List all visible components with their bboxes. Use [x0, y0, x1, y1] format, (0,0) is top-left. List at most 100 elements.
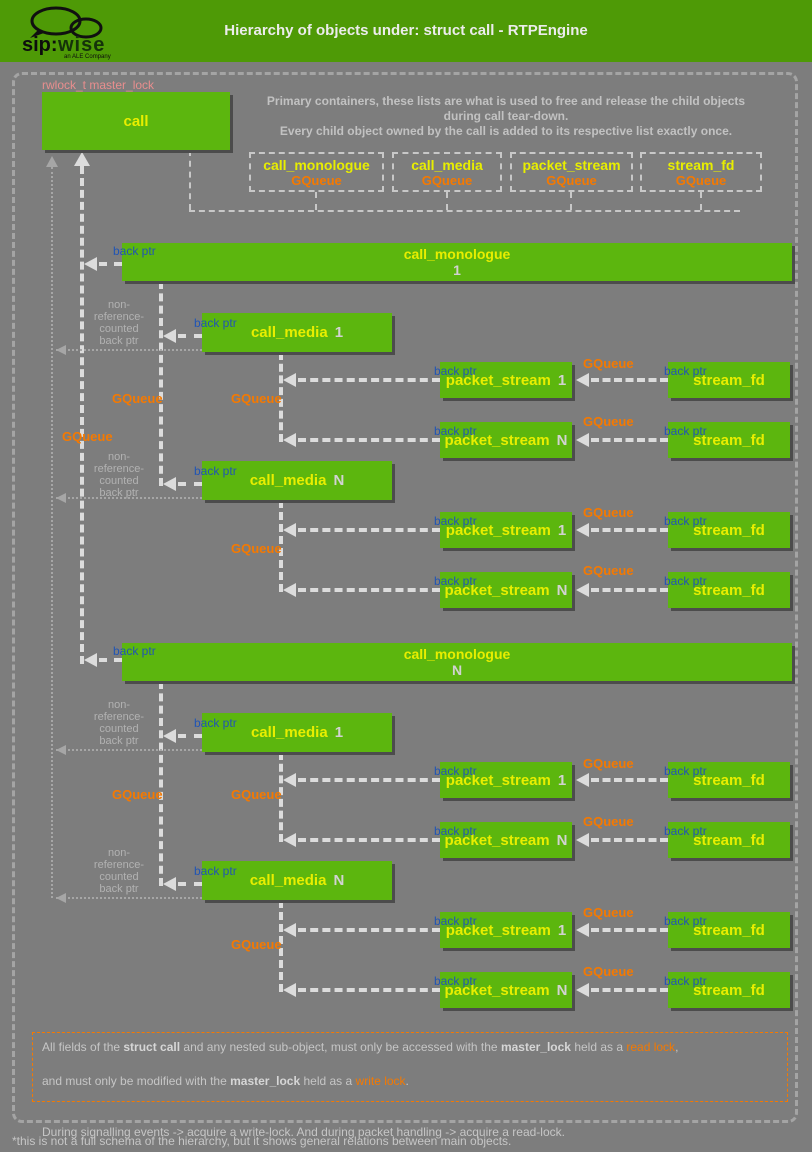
branch-line — [298, 778, 440, 782]
arrow-left-icon — [56, 345, 66, 355]
gqueue-label: GQueue — [231, 937, 282, 952]
node-name: packet_stream 1 — [446, 372, 566, 389]
info-write-lock: write lock — [355, 1074, 406, 1088]
branch-line — [298, 588, 440, 592]
gqueue-label: GQueue — [583, 964, 634, 979]
stream-chain-line-4 — [279, 900, 283, 992]
node-name-text: call_media — [250, 324, 328, 341]
info-text: held as a — [570, 1040, 627, 1054]
container-name: call_media — [411, 156, 483, 173]
info-struct-call: struct call — [123, 1040, 181, 1054]
speech-bubble2-icon — [69, 17, 103, 39]
node-call: call — [42, 92, 230, 150]
node-name: packet_stream N — [445, 982, 568, 999]
info-read-lock: read lock — [626, 1040, 676, 1054]
info-text: and any nested sub-object, must only be … — [180, 1040, 501, 1054]
nonref-label: non- reference- counted back ptr — [93, 451, 145, 499]
gqueue-label: GQueue — [583, 505, 634, 520]
container-packet-stream: packet_stream GQueue — [510, 152, 633, 192]
branch-line — [298, 378, 440, 382]
node-name-text: packet_stream — [444, 831, 550, 849]
arrow-left-icon — [283, 983, 296, 997]
arrow-left-icon — [56, 893, 66, 903]
back-ptr-label: back ptr — [664, 364, 707, 378]
container-type: GQueue — [291, 172, 342, 188]
back-ptr-label: back ptr — [194, 316, 237, 330]
connector-call-to-list — [189, 150, 191, 210]
speech-bubble-tail-icon — [30, 30, 44, 38]
fd-arrow-line — [591, 928, 668, 932]
info-text: During signalling events -> acquire a wr… — [42, 1125, 565, 1139]
gqueue-label: GQueue — [112, 391, 163, 406]
fd-arrow-line — [591, 988, 668, 992]
container-name: packet_stream — [522, 156, 621, 173]
nonref-branch-line — [56, 497, 202, 499]
info-master-lock: master_lock — [230, 1074, 301, 1088]
node-name-text: call_media — [249, 872, 327, 889]
gqueue-label: GQueue — [231, 391, 282, 406]
media-chain-line-lower — [159, 681, 163, 886]
node-name-text: call_media — [250, 724, 328, 741]
node-call-media-n: call_media N — [202, 461, 392, 500]
node-name: packet_stream 1 — [446, 772, 566, 789]
node-stream-fd: stream_fd — [668, 822, 790, 858]
container-call-media: call_media GQueue — [392, 152, 502, 192]
node-index: N — [556, 581, 568, 599]
fd-arrow-line — [591, 528, 668, 532]
back-ptr-label: back ptr — [434, 514, 477, 528]
diagram-border — [12, 72, 798, 1123]
node-packet-stream-n: packet_stream N — [440, 822, 572, 858]
node-call-media-1: call_media 1 — [202, 313, 392, 352]
info-text: , — [675, 1040, 679, 1054]
back-ptr-label: back ptr — [434, 424, 477, 438]
header-bar: sip: wise an ALE Company Hierarchy of ob… — [0, 0, 812, 62]
node-name-text: packet_stream — [444, 581, 550, 599]
node-name: call_media N — [250, 472, 345, 489]
back-ptr-label: back ptr — [434, 974, 477, 988]
arrow-left-icon — [576, 433, 589, 447]
nonref-label: non- reference- counted back ptr — [93, 847, 145, 895]
connector-list-horizontal — [189, 210, 740, 212]
node-stream-fd: stream_fd — [668, 512, 790, 548]
node-name: call_media 1 — [251, 724, 343, 741]
info-text: . — [405, 1074, 409, 1088]
stream-chain-line-3 — [279, 752, 283, 842]
node-packet-stream-1: packet_stream 1 — [440, 512, 572, 548]
node-name: stream_fd — [693, 581, 765, 599]
node-stream-fd: stream_fd — [668, 422, 790, 458]
primary-containers-note: Primary containers, these lists are what… — [250, 94, 762, 139]
arrow-left-icon — [56, 493, 66, 503]
branch-line — [178, 882, 202, 886]
branch-line — [178, 334, 202, 338]
node-index: 1 — [334, 724, 344, 741]
arrow-left-icon — [56, 745, 66, 755]
back-ptr-label: back ptr — [434, 764, 477, 778]
arrow-left-icon — [283, 523, 296, 537]
node-name: packet_stream 1 — [446, 522, 566, 539]
node-stream-fd: stream_fd — [668, 572, 790, 608]
branch-line — [298, 438, 440, 442]
node-call-media-nb: call_media N — [202, 861, 392, 900]
container-name: call_monologue — [263, 156, 370, 173]
node-name: stream_fd — [693, 831, 765, 849]
lock-info-box: All fields of the struct call and any ne… — [32, 1032, 788, 1139]
node-index: N — [333, 472, 345, 489]
stream-chain-line-2 — [279, 500, 283, 592]
logo-tagline: an ALE Company — [64, 54, 111, 60]
back-ptr-label: back ptr — [664, 514, 707, 528]
fd-arrow-line — [591, 588, 668, 592]
node-name-text: packet_stream — [444, 981, 550, 999]
arrow-left-icon — [163, 877, 176, 891]
node-packet-stream-n: packet_stream N — [440, 422, 572, 458]
arrow-left-icon — [163, 477, 176, 491]
gqueue-label: GQueue — [583, 356, 634, 371]
arrow-left-icon — [163, 729, 176, 743]
node-index: N — [556, 981, 568, 999]
arrow-left-icon — [576, 373, 589, 387]
back-ptr-label: back ptr — [194, 864, 237, 878]
node-name: call_media N — [250, 872, 345, 889]
note-line3: Every child object owned by the call is … — [279, 124, 733, 138]
back-ptr-label: back ptr — [113, 644, 156, 658]
node-packet-stream-1: packet_stream 1 — [440, 912, 572, 948]
